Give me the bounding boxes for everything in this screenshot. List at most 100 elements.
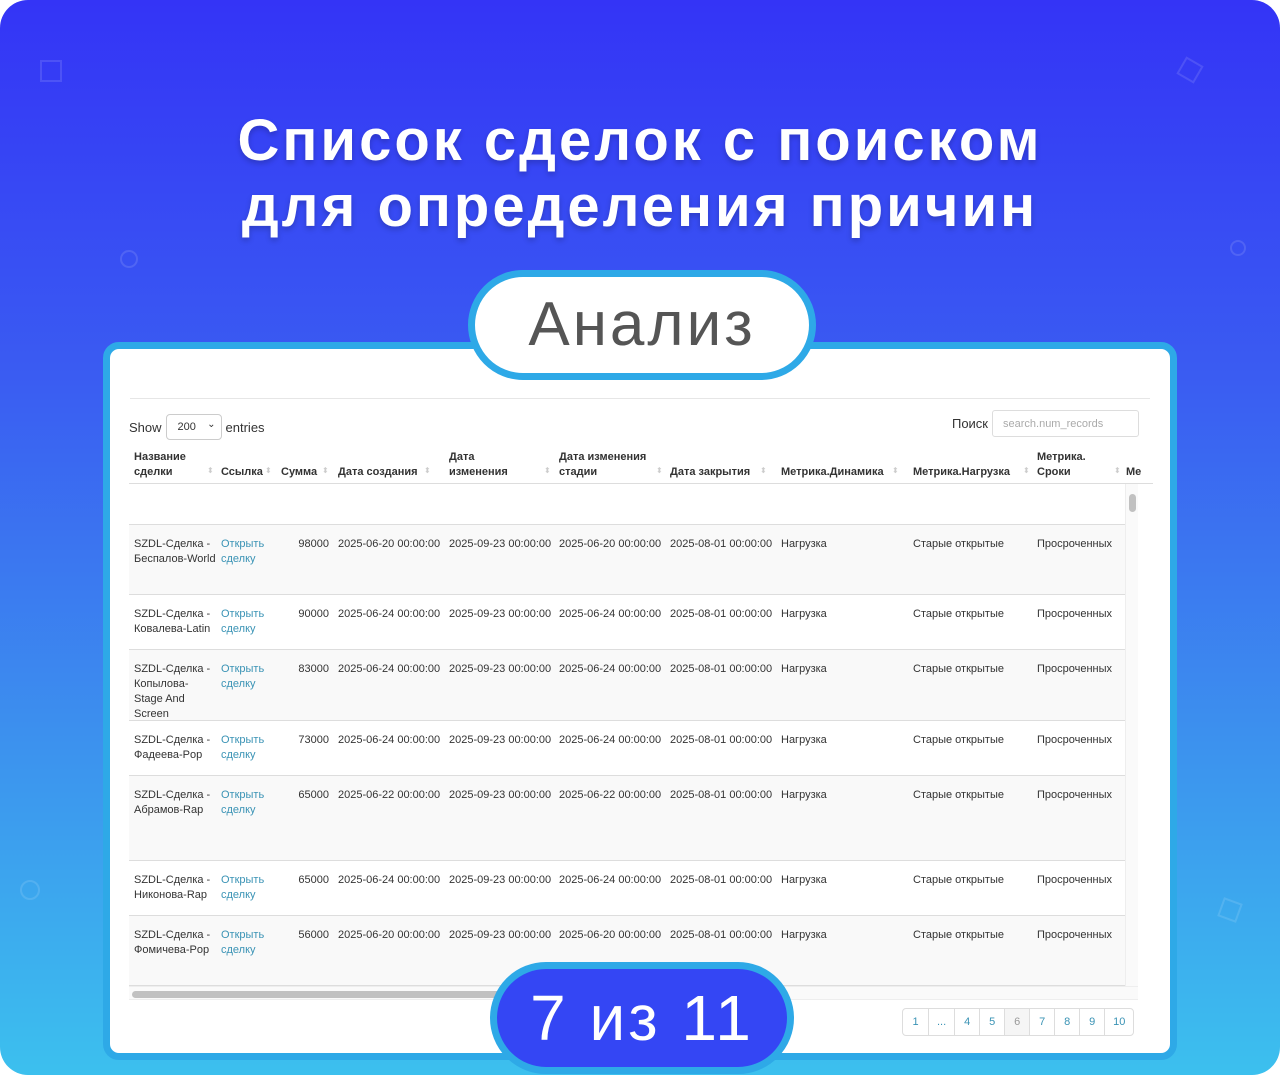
open-deal-link[interactable]: Открыть сделку bbox=[221, 538, 265, 565]
cell-closed: 2025-08-01 00:00:00 bbox=[670, 929, 773, 941]
vertical-scroll-thumb[interactable] bbox=[1129, 494, 1136, 512]
open-deal-link[interactable]: Открыть сделку bbox=[221, 929, 265, 956]
chevron-down-icon: ⌄ bbox=[207, 419, 216, 430]
search-control: Поиск search.num_records bbox=[952, 410, 1139, 437]
pagination: 1... 4 5 6 7 8 9 10 bbox=[902, 1008, 1135, 1036]
cell-sum: 56000 bbox=[298, 929, 329, 941]
page-button[interactable]: 9 bbox=[1079, 1009, 1104, 1035]
sort-icon[interactable]: ⬍ bbox=[1023, 466, 1030, 475]
sort-icon[interactable]: ⬍ bbox=[265, 466, 272, 475]
cell-created: 2025-06-20 00:00:00 bbox=[338, 929, 441, 941]
cell-stage: 2025-06-20 00:00:00 bbox=[559, 538, 662, 550]
column-header[interactable]: Дата создания bbox=[338, 466, 418, 478]
cell-sum: 73000 bbox=[298, 734, 329, 746]
search-input[interactable]: search.num_records bbox=[992, 410, 1139, 437]
cell-dyn: Нагрузка bbox=[781, 734, 827, 746]
cell-sum: 83000 bbox=[298, 663, 329, 675]
open-deal-link[interactable]: Открыть сделку bbox=[221, 608, 265, 635]
cell-sum: 65000 bbox=[298, 789, 329, 801]
column-header[interactable]: Метрика. Сроки bbox=[1037, 451, 1086, 478]
column-header[interactable]: Сумма bbox=[281, 466, 318, 478]
column-header[interactable]: Метрика.Нагрузка bbox=[913, 466, 1010, 478]
cell-dyn: Нагрузка bbox=[781, 608, 827, 620]
entries-select[interactable]: 200 ⌄ bbox=[165, 414, 222, 440]
column-header[interactable]: Метрика.Динамика bbox=[781, 466, 884, 478]
cell-load: Старые открытые bbox=[913, 734, 1004, 746]
cell-terms: Просроченных bbox=[1037, 929, 1113, 941]
cell-closed: 2025-08-01 00:00:00 bbox=[670, 608, 773, 620]
cell-closed: 2025-08-01 00:00:00 bbox=[670, 874, 773, 886]
screenshot-card: Show 200 ⌄ entries Поиск search.num_recor… bbox=[103, 342, 1177, 1060]
cell-load: Старые открытые bbox=[913, 789, 1004, 801]
open-deal-link[interactable]: Открыть сделку bbox=[221, 874, 265, 901]
cell-name: SZDL-Сделка - Фомичева-Pop bbox=[134, 929, 211, 956]
cell-name: SZDL-Сделка - Беспалов-World bbox=[134, 538, 216, 565]
horizontal-scroll-thumb[interactable] bbox=[132, 991, 659, 998]
page-button[interactable]: 10 bbox=[1104, 1009, 1133, 1035]
cell-load: Старые открытые bbox=[913, 608, 1004, 620]
page-button[interactable]: 7 bbox=[1029, 1009, 1054, 1035]
open-deal-link[interactable]: Открыть сделку bbox=[221, 663, 265, 690]
page-button[interactable]: 5 bbox=[979, 1009, 1004, 1035]
cell-created: 2025-06-22 00:00:00 bbox=[338, 789, 441, 801]
page-button[interactable]: 8 bbox=[1054, 1009, 1079, 1035]
cell-terms: Просроченных bbox=[1037, 874, 1113, 886]
cell-modified: 2025-09-23 00:00:00 bbox=[449, 538, 552, 550]
column-header[interactable]: Дата изменения bbox=[449, 451, 508, 478]
cell-load: Старые открытые bbox=[913, 538, 1004, 550]
entries-value: 200 bbox=[177, 421, 196, 433]
entries-control: Show 200 ⌄ entries bbox=[129, 414, 265, 440]
open-deal-link[interactable]: Открыть сделку bbox=[221, 734, 265, 761]
cell-dyn: Нагрузка bbox=[781, 929, 827, 941]
page-button[interactable]: ... bbox=[928, 1009, 954, 1035]
badge-text: Анализ bbox=[528, 290, 756, 359]
cell-terms: Просроченных bbox=[1037, 789, 1113, 801]
table-row: SZDL-Сделка - Копылова-Stage And Screen О… bbox=[129, 650, 1125, 721]
vertical-scrollbar[interactable] bbox=[1125, 484, 1138, 986]
cell-modified: 2025-09-23 00:00:00 bbox=[449, 608, 552, 620]
open-deal-link[interactable]: Открыть сделку bbox=[221, 789, 265, 816]
column-header[interactable]: Ссылка bbox=[221, 466, 263, 478]
column-header[interactable]: Дата закрытия bbox=[670, 466, 751, 478]
table-row: SZDL-Сделка - Фомичева-Pop Открыть сделку… bbox=[129, 916, 1125, 986]
cell-created: 2025-06-20 00:00:00 bbox=[338, 538, 441, 550]
cell-terms: Просроченных bbox=[1037, 663, 1113, 675]
cell-name: SZDL-Сделка - Ковалева-Latin bbox=[134, 608, 211, 635]
sort-icon[interactable]: ⬍ bbox=[544, 466, 551, 475]
page-button[interactable]: 6 bbox=[1004, 1009, 1030, 1035]
cell-stage: 2025-06-22 00:00:00 bbox=[559, 789, 662, 801]
cell-modified: 2025-09-23 00:00:00 bbox=[449, 874, 552, 886]
sort-icon[interactable]: ⬍ bbox=[424, 466, 431, 475]
banner-title: Список сделок с поиском для определения … bbox=[0, 108, 1280, 240]
sort-icon[interactable]: ⬍ bbox=[322, 466, 329, 475]
sort-icon[interactable]: ⬍ bbox=[656, 466, 663, 475]
cell-created: 2025-06-24 00:00:00 bbox=[338, 663, 441, 675]
column-header[interactable]: Ме bbox=[1126, 466, 1142, 478]
sort-icon[interactable]: ⬍ bbox=[760, 466, 767, 475]
cell-load: Старые открытые bbox=[913, 929, 1004, 941]
cell-stage: 2025-06-24 00:00:00 bbox=[559, 874, 662, 886]
title-line-1: Список сделок с поиском bbox=[237, 108, 1043, 173]
sort-icon[interactable]: ⬍ bbox=[892, 466, 899, 475]
cell-name: SZDL-Сделка - Абрамов-Rap bbox=[134, 789, 211, 816]
page-button[interactable]: 1 bbox=[912, 1016, 919, 1028]
title-line-2: для определения причин bbox=[241, 174, 1039, 239]
table-row: SZDL-Сделка - Никонова-Rap Открыть сделку… bbox=[129, 861, 1125, 916]
analysis-badge: Анализ bbox=[468, 270, 816, 380]
counter-badge: 7 из 11 bbox=[490, 962, 794, 1074]
sort-icon[interactable]: ⬍ bbox=[1114, 466, 1121, 475]
cell-dyn: Нагрузка bbox=[781, 789, 827, 801]
column-header[interactable]: Дата изменения стадии bbox=[559, 451, 647, 478]
cell-closed: 2025-08-01 00:00:00 bbox=[670, 663, 773, 675]
column-header[interactable]: Название сделки bbox=[134, 451, 186, 478]
table-row: SZDL-Сделка - Абрамов-Rap Открыть сделку 6… bbox=[129, 776, 1125, 861]
page-button[interactable]: 4 bbox=[954, 1009, 979, 1035]
sort-icon[interactable]: ⬍ bbox=[207, 466, 214, 475]
cell-created: 2025-06-24 00:00:00 bbox=[338, 734, 441, 746]
show-label: Show bbox=[129, 419, 162, 435]
cell-name: SZDL-Сделка - Фадеева-Pop bbox=[134, 734, 211, 761]
cell-stage: 2025-06-20 00:00:00 bbox=[559, 929, 662, 941]
cell-modified: 2025-09-23 00:00:00 bbox=[449, 663, 552, 675]
